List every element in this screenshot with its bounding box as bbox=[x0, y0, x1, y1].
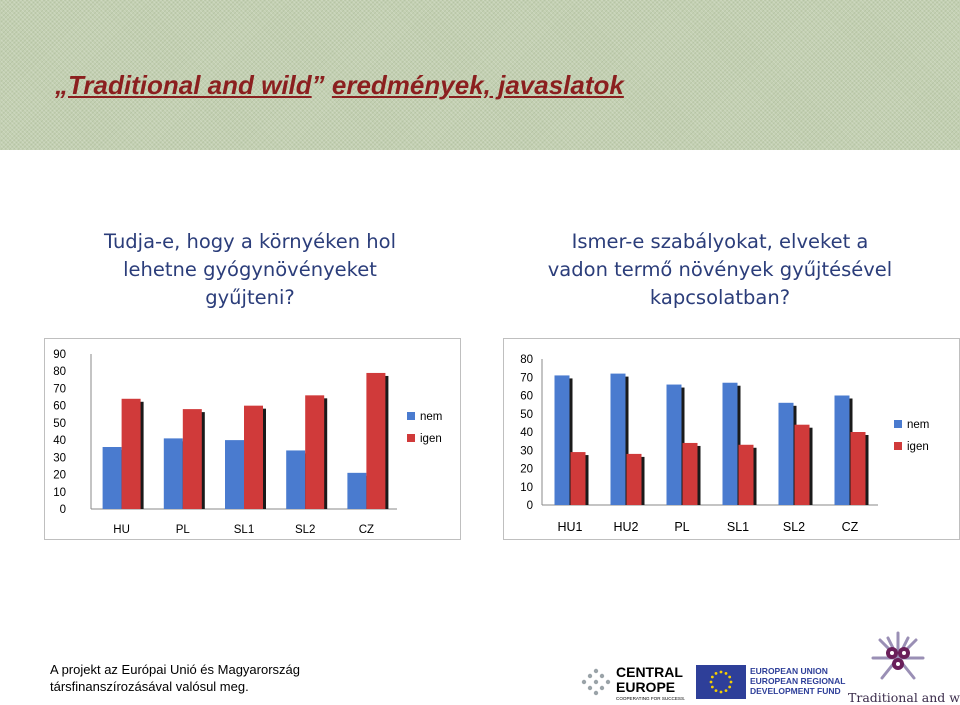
legend-swatch-nem bbox=[894, 420, 902, 428]
eu-star bbox=[719, 690, 723, 694]
legend-swatch-igen bbox=[894, 442, 902, 450]
bar-igen-SL2 bbox=[305, 395, 325, 509]
y-tick-label: 50 bbox=[520, 409, 533, 421]
header-banner bbox=[0, 0, 960, 150]
erdf-line-1: EUROPEAN UNION bbox=[750, 666, 828, 676]
ce-text-2: EUROPE bbox=[616, 679, 675, 695]
bar-igen-PL bbox=[682, 442, 698, 505]
bar-nem-SL1 bbox=[722, 382, 738, 505]
central-europe-logo: CENTRAL EUROPE COOPERATING FOR SUCCESS. bbox=[581, 664, 685, 701]
eu-star bbox=[710, 675, 714, 679]
y-tick-label: 70 bbox=[53, 383, 66, 395]
x-tick-label: SL2 bbox=[783, 520, 805, 534]
bar-nem-SL2 bbox=[778, 402, 794, 505]
chart-1-svg: 0 10 20 30 40 50 60 70 80 90 HU PL SL1 SL2 CZ nem igen bbox=[53, 349, 442, 536]
bar-nem-HU2 bbox=[610, 373, 626, 505]
eu-star bbox=[724, 671, 728, 675]
traditional-and-wild-logo bbox=[871, 631, 925, 680]
bar-igen-CZ bbox=[366, 372, 386, 509]
bar-nem-SL2 bbox=[286, 450, 306, 509]
y-tick-label: 30 bbox=[520, 445, 533, 457]
eu-stars bbox=[709, 670, 733, 694]
legend-label-nem: nem bbox=[420, 411, 442, 423]
eu-flag-icon bbox=[696, 665, 746, 699]
y-tick-label: 30 bbox=[53, 452, 66, 464]
x-tick-label: PL bbox=[674, 520, 689, 534]
chart-2-svg: 0 10 20 30 40 50 60 70 80 HU1 HU2 PL SL1 SL2 CZ nem igen bbox=[520, 354, 929, 534]
eu-star bbox=[714, 689, 718, 693]
eu-star bbox=[714, 671, 718, 675]
bar-nem-PL bbox=[163, 438, 183, 509]
bar-nem-HU1 bbox=[554, 375, 570, 505]
y-tick-label: 10 bbox=[53, 487, 66, 499]
bar-nem-SL1 bbox=[225, 440, 244, 509]
erdf-line-2: EUROPEAN REGIONAL bbox=[750, 676, 846, 686]
erdf-label: EUROPEAN UNION EUROPEAN REGIONAL DEVELOP… bbox=[750, 666, 845, 696]
y-tick-label: 20 bbox=[520, 464, 533, 476]
x-tick-label: SL2 bbox=[295, 524, 315, 536]
bar-igen-HU1 bbox=[570, 452, 586, 505]
y-tick-label: 70 bbox=[520, 372, 533, 384]
bar-nem-CZ bbox=[347, 472, 367, 509]
bar-igen-SL2 bbox=[794, 424, 810, 505]
question-2: Ismer-e szabályokat, elveket a vadon ter… bbox=[547, 230, 893, 309]
eu-star bbox=[728, 675, 732, 679]
tw-logo-label: Traditional and wild bbox=[848, 690, 960, 705]
footer-line-1: A projekt az Európai Unió és Magyarorszá… bbox=[50, 662, 301, 677]
x-tick-label: SL1 bbox=[234, 524, 254, 536]
bar-igen-SL1 bbox=[738, 444, 754, 505]
x-tick-label: PL bbox=[176, 524, 191, 536]
y-tick-label: 0 bbox=[60, 504, 66, 516]
legend-label-nem: nem bbox=[907, 419, 929, 431]
eu-star bbox=[728, 685, 732, 689]
bar-igen-HU bbox=[121, 398, 141, 509]
y-tick-label: 50 bbox=[53, 418, 66, 430]
eu-star bbox=[729, 680, 733, 684]
chart-1: 0 10 20 30 40 50 60 70 80 90 HU PL SL1 SL2 CZ nem igen bbox=[44, 338, 461, 540]
bar-igen-SL1 bbox=[244, 405, 263, 509]
bar-igen-HU2 bbox=[626, 453, 642, 505]
x-tick-label: HU2 bbox=[613, 520, 638, 534]
y-tick-label: 60 bbox=[520, 391, 533, 403]
question-1: Tudja-e, hogy a környéken hol lehetne gy… bbox=[104, 230, 396, 309]
x-tick-label: CZ bbox=[359, 524, 374, 536]
footer-line-2: társfinanszírozásával valósul meg. bbox=[50, 679, 249, 694]
x-tick-label: HU1 bbox=[557, 520, 582, 534]
y-tick-label: 10 bbox=[520, 482, 533, 494]
erdf-line-3: DEVELOPMENT FUND bbox=[750, 686, 841, 696]
eu-star bbox=[719, 670, 723, 674]
legend-label-igen: igen bbox=[420, 433, 442, 445]
y-tick-label: 40 bbox=[53, 435, 66, 447]
bar-igen-PL bbox=[182, 409, 202, 509]
bar-nem-CZ bbox=[834, 395, 850, 505]
footer-note: A projekt az Európai Unió és Magyarorszá… bbox=[50, 661, 300, 695]
ce-text-1: CENTRAL bbox=[616, 664, 683, 680]
chart-2: 0 10 20 30 40 50 60 70 80 HU1 HU2 PL SL1 SL2 CZ nem igen bbox=[503, 338, 960, 540]
bar-nem-PL bbox=[666, 384, 682, 505]
ce-text-3: COOPERATING FOR SUCCESS. bbox=[616, 696, 685, 701]
legend-swatch-igen bbox=[407, 434, 415, 442]
x-tick-label: SL1 bbox=[727, 520, 749, 534]
eu-star bbox=[710, 685, 714, 689]
y-tick-label: 90 bbox=[53, 349, 66, 361]
x-tick-label: CZ bbox=[842, 520, 859, 534]
y-tick-label: 0 bbox=[527, 500, 533, 512]
y-tick-label: 80 bbox=[520, 354, 533, 366]
eu-star bbox=[724, 689, 728, 693]
x-tick-label: HU bbox=[113, 524, 130, 536]
y-tick-label: 80 bbox=[53, 366, 66, 378]
y-tick-label: 60 bbox=[53, 401, 66, 413]
y-tick-label: 40 bbox=[520, 427, 533, 439]
legend-label-igen: igen bbox=[907, 441, 929, 453]
y-tick-label: 20 bbox=[53, 470, 66, 482]
eu-star bbox=[709, 680, 713, 684]
legend-swatch-nem bbox=[407, 412, 415, 420]
bar-nem-HU bbox=[102, 447, 122, 509]
bar-igen-CZ bbox=[850, 432, 866, 505]
page-title: „Traditional and wild” eredmények, javas… bbox=[55, 70, 624, 100]
